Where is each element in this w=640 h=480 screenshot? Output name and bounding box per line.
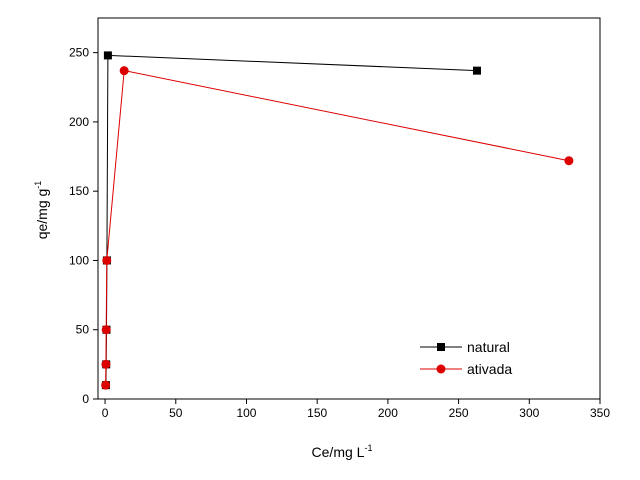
- y-tick-label: 0: [82, 392, 89, 406]
- y-tick-label: 250: [69, 46, 89, 60]
- x-tick-label: 100: [236, 406, 256, 420]
- data-point-ativada: [101, 380, 111, 390]
- series-natural: [101, 51, 481, 390]
- plot-frame: [97, 17, 601, 400]
- y-tick-label: 200: [69, 115, 89, 129]
- x-axis-label-text: Ce/mg L: [312, 444, 365, 460]
- data-point-ativada: [101, 359, 111, 369]
- legend-marker: [436, 364, 446, 374]
- legend-label: natural: [467, 339, 510, 355]
- legend-marker: [437, 343, 445, 351]
- series-layer: [101, 51, 574, 390]
- legend-item-natural: natural: [420, 339, 510, 355]
- series-line-ativada: [105, 69, 569, 386]
- legend-label: ativada: [467, 361, 512, 377]
- data-point-ativada: [101, 325, 111, 335]
- series-ativada: [101, 66, 574, 390]
- x-axis-label: Ce/mg L-1: [312, 443, 373, 460]
- data-point-ativada: [119, 66, 129, 76]
- legend: natural ativada: [420, 339, 512, 377]
- x-tick-label: 350: [590, 406, 610, 420]
- x-tick-label: 0: [102, 406, 109, 420]
- y-tick-label: 150: [69, 184, 89, 198]
- x-axis-label-sup: -1: [364, 443, 372, 453]
- x-tick-label: 200: [378, 406, 398, 420]
- y-axis-label-sup: -1: [33, 181, 43, 189]
- x-tick-label: 300: [519, 406, 539, 420]
- x-tick-label: 250: [449, 406, 469, 420]
- y-tick-label: 100: [69, 253, 89, 267]
- data-point-natural: [103, 51, 112, 60]
- x-tick-label: 150: [307, 406, 327, 420]
- data-point-ativada: [102, 255, 112, 265]
- x-tick-label: 50: [169, 406, 183, 420]
- legend-item-ativada: ativada: [420, 361, 512, 377]
- y-tick-label: 50: [76, 323, 90, 337]
- data-point-ativada: [564, 156, 574, 166]
- data-point-natural: [472, 66, 481, 75]
- axis-ticks: 0 50 100 150 200 250 300 350 0 50 100 150 200 250: [69, 46, 610, 420]
- y-axis-label: qe/mg g-1: [33, 181, 50, 240]
- y-axis-label-text: qe/mg g: [34, 189, 50, 240]
